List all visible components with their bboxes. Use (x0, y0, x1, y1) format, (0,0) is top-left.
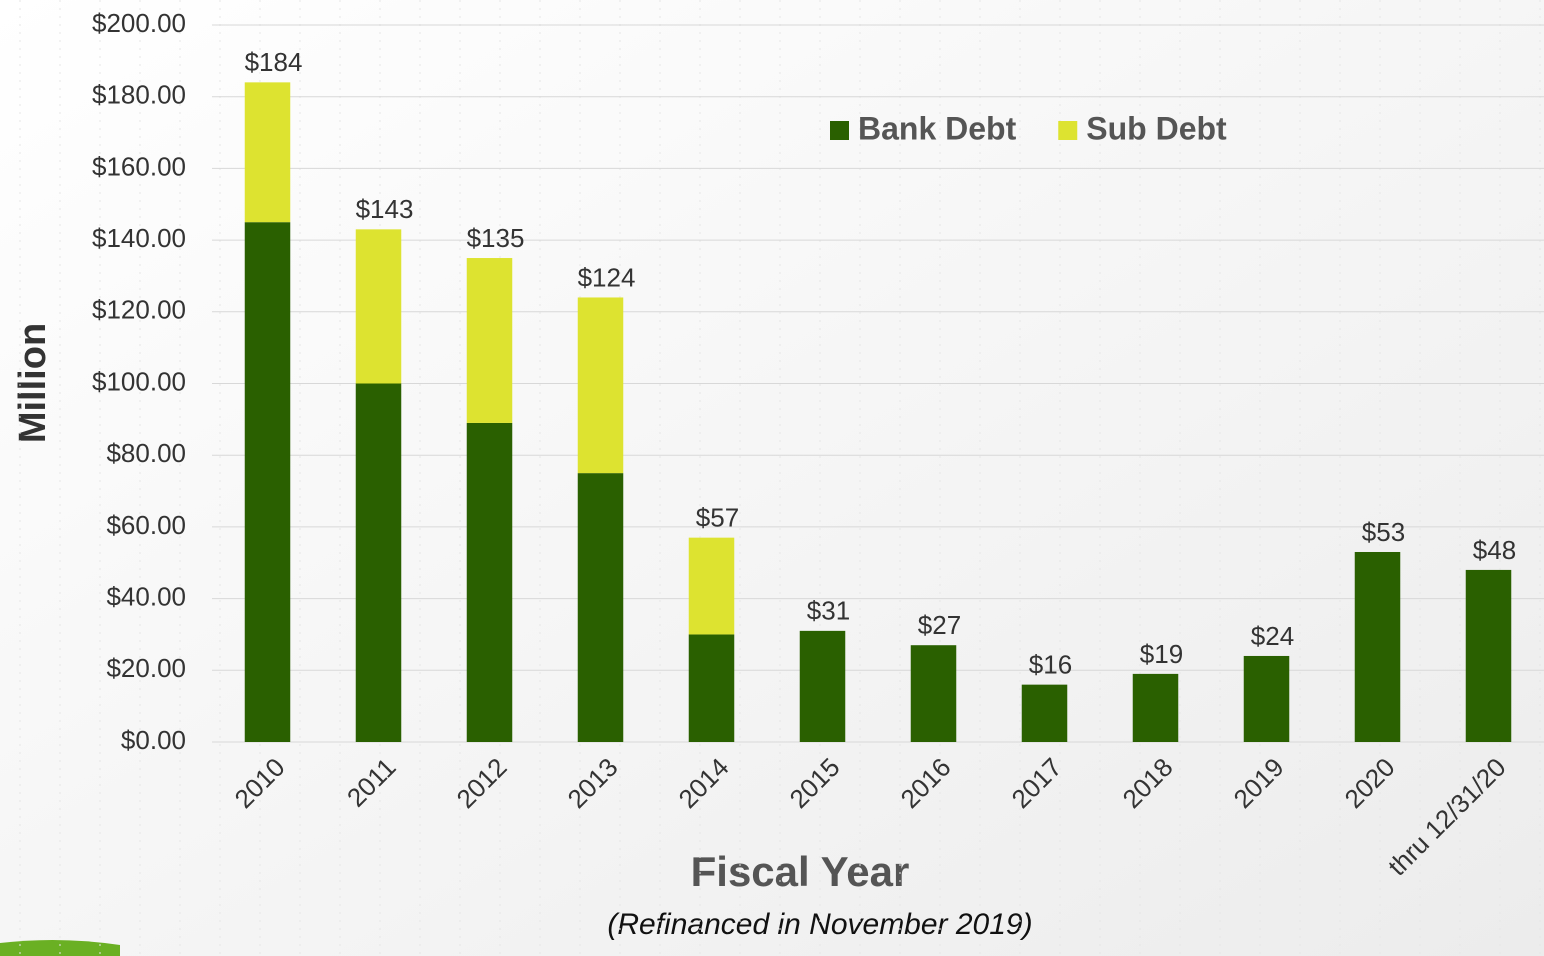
y-tick-label: $140.00 (92, 223, 186, 253)
legend-label: Bank Debt (858, 110, 1017, 146)
bar-segment (244, 82, 291, 223)
y-tick-label: $160.00 (92, 151, 186, 181)
bar-segment (910, 645, 957, 742)
y-tick-label: $20.00 (106, 653, 186, 683)
data-label: $24 (1251, 621, 1294, 651)
bar-segment (1354, 551, 1401, 742)
legend-swatch (830, 121, 849, 140)
bar-segment (355, 383, 402, 742)
bar-segment (577, 473, 624, 742)
data-label: $143 (356, 194, 414, 224)
bar-segment (1021, 684, 1068, 742)
y-tick-label: $200.00 (92, 8, 186, 38)
y-tick-label: $100.00 (92, 366, 186, 396)
y-tick-label: $0.00 (121, 725, 186, 755)
data-label: $53 (1362, 517, 1405, 547)
data-label: $57 (696, 503, 739, 533)
legend-swatch (1058, 121, 1078, 140)
bar-segment (799, 630, 846, 742)
bar-segment (355, 229, 402, 384)
bar-segment (466, 422, 513, 742)
data-label: $124 (578, 262, 636, 292)
data-label: $16 (1029, 650, 1072, 680)
decoration (0, 939, 120, 956)
data-label: $48 (1473, 535, 1516, 565)
bar-segment (688, 537, 735, 635)
y-tick-label: $120.00 (92, 295, 186, 325)
bar-segment (577, 297, 624, 474)
data-label: $184 (245, 47, 303, 77)
y-axis-title: Million (12, 323, 54, 443)
data-label: $31 (807, 596, 850, 626)
bar-segment (1243, 655, 1290, 742)
y-tick-label: $180.00 (92, 80, 186, 110)
bar-segment (688, 634, 735, 742)
bar-segment (1132, 673, 1179, 742)
bar-segment (466, 258, 513, 423)
y-tick-label: $40.00 (106, 581, 186, 611)
data-label: $27 (918, 610, 961, 640)
bar-segment (1465, 569, 1512, 742)
x-axis-title: Fiscal Year (691, 848, 910, 895)
data-label: $135 (467, 223, 525, 253)
y-tick-label: $80.00 (106, 438, 186, 468)
legend-label: Sub Debt (1086, 110, 1227, 146)
data-label: $19 (1140, 639, 1183, 669)
y-tick-label: $60.00 (106, 510, 186, 540)
bar-segment (244, 222, 291, 743)
